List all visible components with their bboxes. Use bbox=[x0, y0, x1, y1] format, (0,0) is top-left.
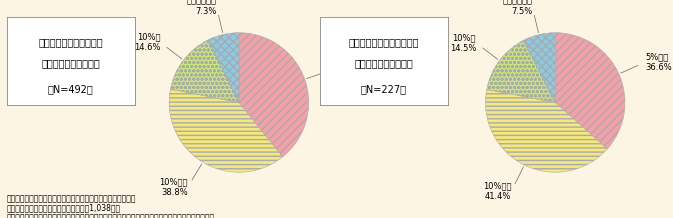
Wedge shape bbox=[169, 89, 283, 172]
Wedge shape bbox=[170, 40, 239, 102]
Text: 許容できない
7.5%: 許容できない 7.5% bbox=[502, 0, 532, 16]
Text: 10%超
14.6%: 10%超 14.6% bbox=[134, 32, 160, 52]
Wedge shape bbox=[239, 33, 309, 157]
Text: （N=492）: （N=492） bbox=[48, 84, 94, 94]
Text: （N=227）: （N=227） bbox=[361, 84, 406, 94]
Wedge shape bbox=[555, 33, 625, 149]
Wedge shape bbox=[485, 89, 607, 172]
Text: 耐震性能を高めるための: 耐震性能を高めるための bbox=[38, 37, 103, 47]
Text: 10%まで
38.8%: 10%まで 38.8% bbox=[159, 177, 188, 197]
Text: 5%まで
36.6%: 5%まで 36.6% bbox=[645, 52, 672, 72]
Wedge shape bbox=[208, 33, 239, 102]
Text: 5%まで
39.2%: 5%まで 39.2% bbox=[332, 60, 359, 80]
Text: 許容できない
7.3%: 許容できない 7.3% bbox=[186, 0, 217, 16]
Wedge shape bbox=[524, 33, 555, 102]
Text: （調査対象：民間住宅ローン利用者1,038人）: （調査対象：民間住宅ローン利用者1,038人） bbox=[7, 203, 121, 212]
Text: コストアップの許容度: コストアップの許容度 bbox=[354, 58, 413, 68]
Text: （注）住宅の取得予定総額に対するコストアップ許容度（率）: （注）住宅の取得予定総額に対するコストアップ許容度（率） bbox=[7, 194, 136, 203]
Text: 10%まで
41.4%: 10%まで 41.4% bbox=[483, 181, 511, 201]
Wedge shape bbox=[487, 40, 555, 102]
Text: コストアップの許容度: コストアップの許容度 bbox=[41, 58, 100, 68]
Text: 資料）（独）住宅金融支援機構「民間住宅ローン利用者の実態調査（第２回）」より国土交通省作成: 資料）（独）住宅金融支援機構「民間住宅ローン利用者の実態調査（第２回）」より国土… bbox=[7, 213, 215, 218]
Text: 10%超
14.5%: 10%超 14.5% bbox=[450, 33, 476, 53]
Text: 省エネ性能を高めるための: 省エネ性能を高めるための bbox=[349, 37, 419, 47]
